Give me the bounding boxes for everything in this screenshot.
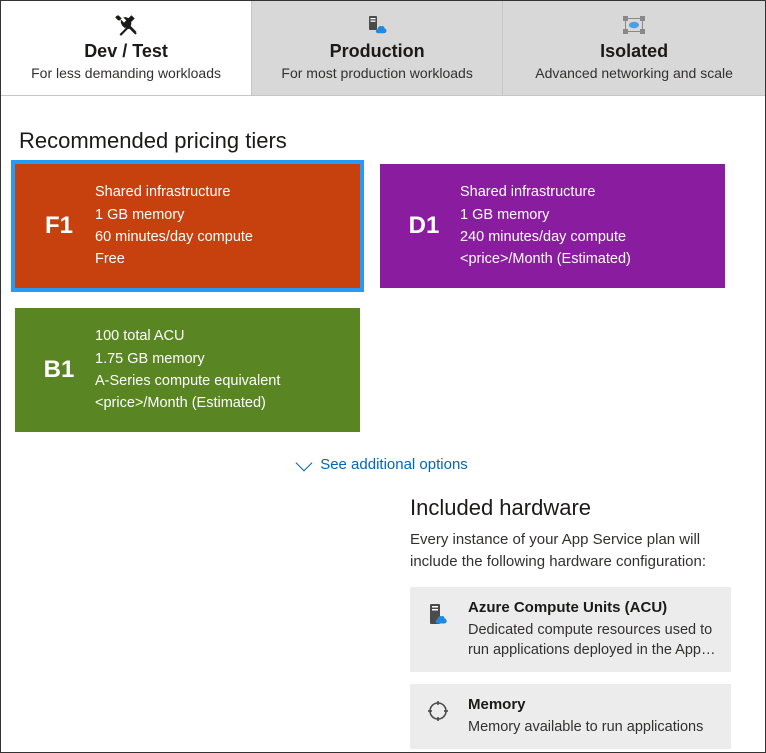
tier-detail-line: Shared infrastructure (95, 181, 346, 203)
tools-icon (9, 11, 243, 39)
see-additional-options-label: See additional options (320, 456, 468, 473)
tier-details: 100 total ACU 1.75 GB memory A-Series co… (95, 325, 346, 415)
tab-title: Production (260, 41, 494, 62)
tab-title: Isolated (511, 41, 757, 62)
tier-detail-line: 60 minutes/day compute (95, 226, 346, 248)
pricing-tier-b1[interactable]: B1 100 total ACU 1.75 GB memory A-Series… (15, 308, 360, 432)
section-title-pricing-tiers: Recommended pricing tiers (19, 128, 751, 154)
server-cloud-icon (260, 11, 494, 39)
tier-code: F1 (23, 212, 95, 240)
tier-detail-line: <price>/Month (Estimated) (95, 392, 346, 414)
tier-detail-line: Free (95, 248, 346, 270)
tab-subtitle: For less demanding workloads (9, 65, 243, 81)
pricing-tier-tabs: Dev / Test For less demanding workloads … (1, 1, 765, 96)
tier-detail-line: 1.75 GB memory (95, 348, 346, 370)
tier-details: Shared infrastructure 1 GB memory 240 mi… (460, 181, 711, 271)
tier-detail-line: 1 GB memory (95, 204, 346, 226)
hardware-card-acu: Azure Compute Units (ACU) Dedicated comp… (410, 587, 731, 673)
pricing-tier-d1[interactable]: D1 Shared infrastructure 1 GB memory 240… (380, 164, 725, 288)
tab-title: Dev / Test (9, 41, 243, 62)
included-hardware-subtitle: Every instance of your App Service plan … (410, 529, 731, 573)
tier-code: B1 (23, 356, 95, 384)
tier-detail-line: <price>/Month (Estimated) (460, 248, 711, 270)
hardware-card-title: Azure Compute Units (ACU) (468, 599, 717, 616)
tier-detail-line: A-Series compute equivalent (95, 370, 346, 392)
hardware-card-text: Dedicated compute resources used to run … (468, 620, 717, 661)
chevron-down-icon (296, 454, 313, 471)
hardware-card-memory: Memory Memory available to run applicati… (410, 684, 731, 749)
hardware-card-text: Memory available to run applications (468, 717, 717, 737)
tab-subtitle: For most production workloads (260, 65, 494, 81)
tier-detail-line: 100 total ACU (95, 325, 346, 347)
see-additional-options-link[interactable]: See additional options (15, 450, 751, 495)
included-hardware-title: Included hardware (410, 495, 731, 521)
pricing-tier-f1[interactable]: F1 Shared infrastructure 1 GB memory 60 … (15, 164, 360, 288)
tab-isolated[interactable]: Isolated Advanced networking and scale (503, 1, 765, 95)
memory-icon (424, 696, 452, 737)
server-icon (424, 599, 452, 661)
tier-detail-line: 240 minutes/day compute (460, 226, 711, 248)
network-cloud-icon (511, 11, 757, 39)
hardware-card-title: Memory (468, 696, 717, 713)
tab-production[interactable]: Production For most production workloads (252, 1, 503, 95)
tab-subtitle: Advanced networking and scale (511, 65, 757, 81)
pricing-tier-grid: F1 Shared infrastructure 1 GB memory 60 … (15, 164, 751, 432)
tab-dev-test[interactable]: Dev / Test For less demanding workloads (1, 1, 252, 95)
tier-details: Shared infrastructure 1 GB memory 60 min… (95, 181, 346, 271)
tier-code: D1 (388, 212, 460, 240)
tier-detail-line: 1 GB memory (460, 204, 711, 226)
tier-detail-line: Shared infrastructure (460, 181, 711, 203)
